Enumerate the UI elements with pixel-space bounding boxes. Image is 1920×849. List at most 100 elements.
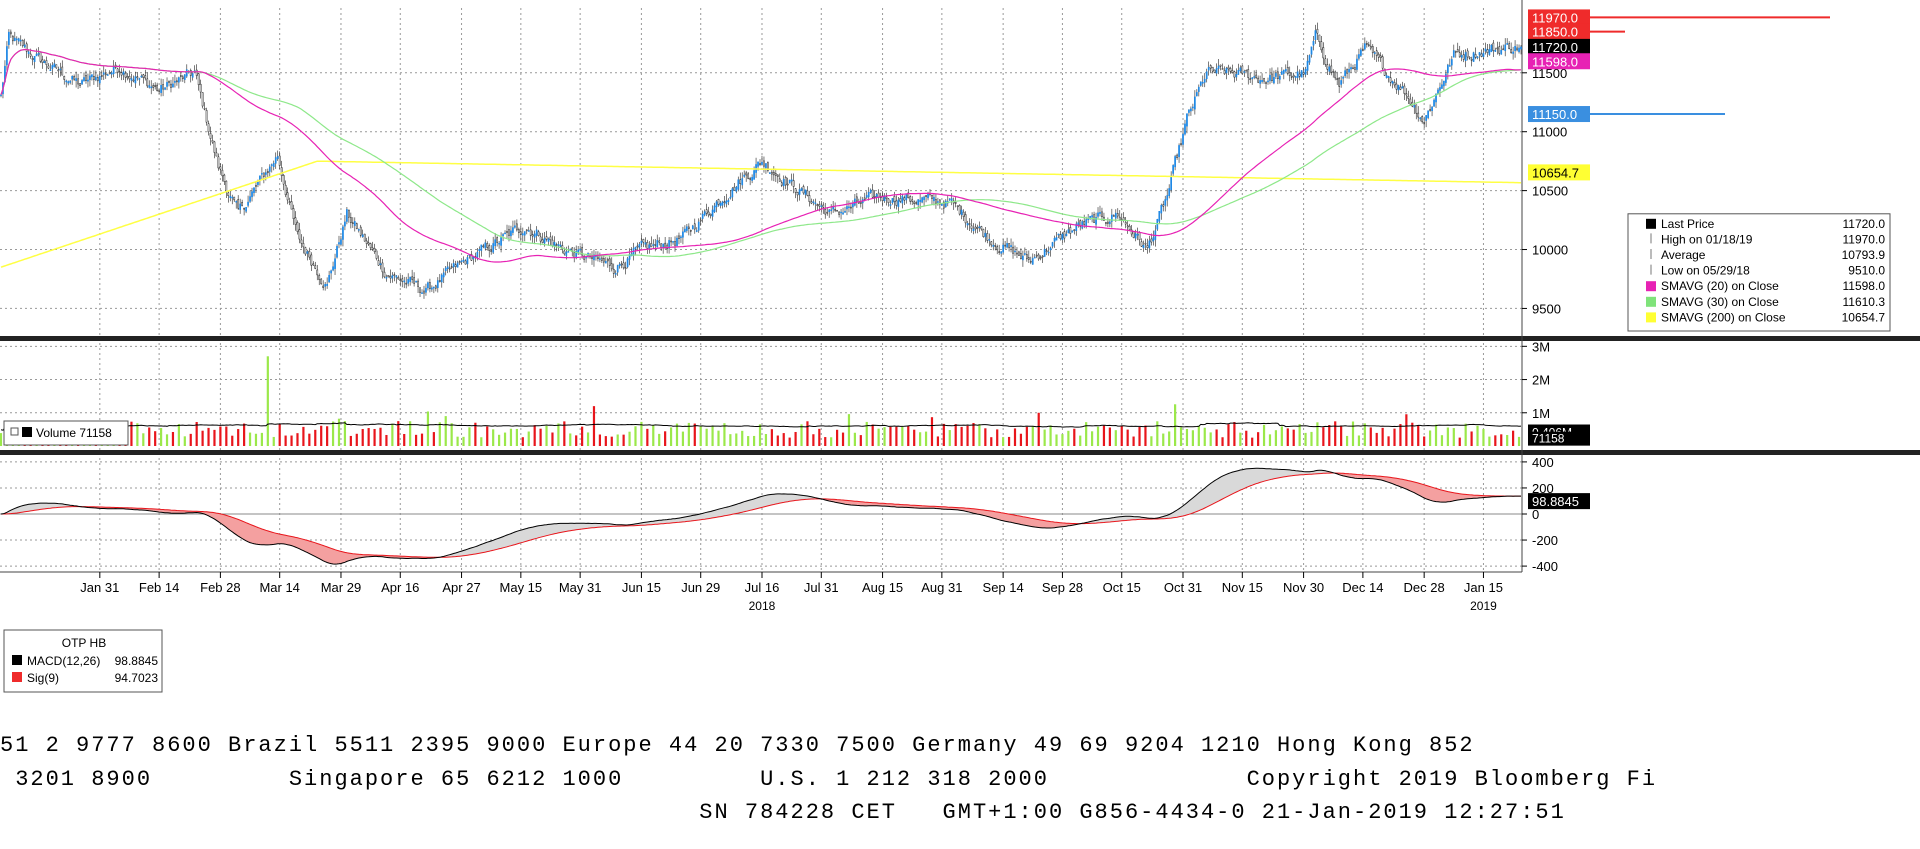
candle-body [1195, 92, 1198, 97]
candle-body [253, 187, 255, 194]
volume-tick-label: 2M [1532, 373, 1550, 388]
volume-bar [948, 430, 951, 446]
candle-body [660, 243, 663, 248]
volume-bar [254, 433, 258, 446]
legend-value: 11970.0 [1843, 232, 1886, 246]
candle-body [1472, 52, 1475, 62]
candle-body [1300, 70, 1303, 78]
candle-body [49, 69, 52, 72]
candle-body [913, 201, 916, 205]
candle-body [891, 198, 894, 204]
candle-body [383, 271, 386, 278]
candle-body [911, 199, 914, 202]
volume-bar [551, 432, 554, 446]
volume-bar [213, 429, 216, 446]
candle-body [494, 239, 496, 247]
candle-body [266, 171, 269, 174]
candle-body [500, 237, 502, 246]
candle-body [304, 247, 307, 255]
candle-body [31, 58, 34, 60]
candle-body [158, 89, 160, 92]
candle-body [844, 210, 846, 213]
candle-body [1170, 175, 1172, 191]
volume-bar [361, 429, 364, 446]
year-label: 2018 [749, 599, 776, 613]
volume-bar [1191, 430, 1194, 446]
candle-body [751, 177, 753, 181]
candle-body [178, 77, 180, 83]
candle-body [1103, 216, 1105, 221]
candle-body [1508, 43, 1511, 49]
candle-body [889, 204, 892, 206]
candle-body [440, 274, 443, 283]
volume-bar [1085, 422, 1088, 446]
volume-bar [207, 427, 210, 446]
candle-body [745, 172, 748, 176]
volume-bar [159, 428, 163, 446]
candle-body [1269, 74, 1271, 81]
candle-body [308, 250, 311, 258]
candle-body [1075, 223, 1078, 231]
candle-body [1282, 70, 1285, 74]
candle-body [784, 176, 787, 186]
candle-body [245, 207, 247, 212]
volume-bar [284, 435, 287, 446]
candle-body [502, 234, 504, 237]
candle-body [937, 201, 939, 203]
volume-bar [681, 431, 685, 446]
candle-body [1381, 56, 1384, 69]
legend-label: SMAVG (200) on Close [1661, 310, 1786, 324]
volume-bar [836, 429, 839, 446]
volume-bar [486, 426, 489, 446]
volume-bar [1257, 432, 1260, 446]
candle-body [403, 280, 406, 283]
macd-legend-value: 98.8845 [115, 654, 159, 668]
candle-body [541, 239, 544, 243]
candle-body [1332, 71, 1335, 73]
volume-bar [326, 426, 329, 446]
candle-body [727, 199, 730, 202]
candle-body [312, 263, 315, 266]
candle-body [840, 211, 842, 214]
candle-body [1243, 71, 1246, 73]
volume-bar [1239, 432, 1242, 446]
volume-bar [201, 430, 204, 446]
candle-body [306, 251, 309, 254]
candle-body [11, 35, 14, 42]
candle-body [658, 240, 661, 243]
candle-body [1146, 245, 1149, 248]
candle-body [355, 223, 358, 230]
candle-body [1209, 65, 1212, 69]
candle-body [27, 51, 30, 54]
candle-body [148, 85, 151, 88]
volume-bar [1061, 434, 1064, 446]
candle-body [652, 244, 655, 246]
candle-body [974, 226, 977, 230]
candle-body [715, 201, 718, 208]
candle-body [39, 52, 42, 62]
candle-body [529, 229, 532, 236]
candle-body [75, 78, 77, 81]
candle-body [909, 196, 912, 202]
candle-body [340, 239, 342, 245]
candle-body [1520, 46, 1522, 50]
volume-bar [148, 427, 151, 446]
candle-body [1413, 105, 1416, 108]
candle-body [901, 195, 904, 204]
candle-body [1393, 82, 1396, 86]
x-tick-label: Jan 31 [80, 580, 119, 595]
price-tag-label: 10654.7 [1532, 165, 1579, 180]
volume-bar [1096, 426, 1100, 446]
volume-bar [1494, 435, 1497, 446]
volume-bar [1512, 430, 1515, 446]
candle-body [310, 254, 313, 266]
candle-body [1116, 213, 1119, 217]
candle-body [288, 201, 291, 203]
candle-body [701, 213, 704, 219]
x-tick-label: Dec 28 [1404, 580, 1445, 595]
volume-bar [557, 423, 560, 446]
candle-body [272, 163, 275, 167]
candle-body [903, 197, 906, 201]
candle-body [1018, 251, 1020, 256]
candle-body [1500, 50, 1503, 55]
